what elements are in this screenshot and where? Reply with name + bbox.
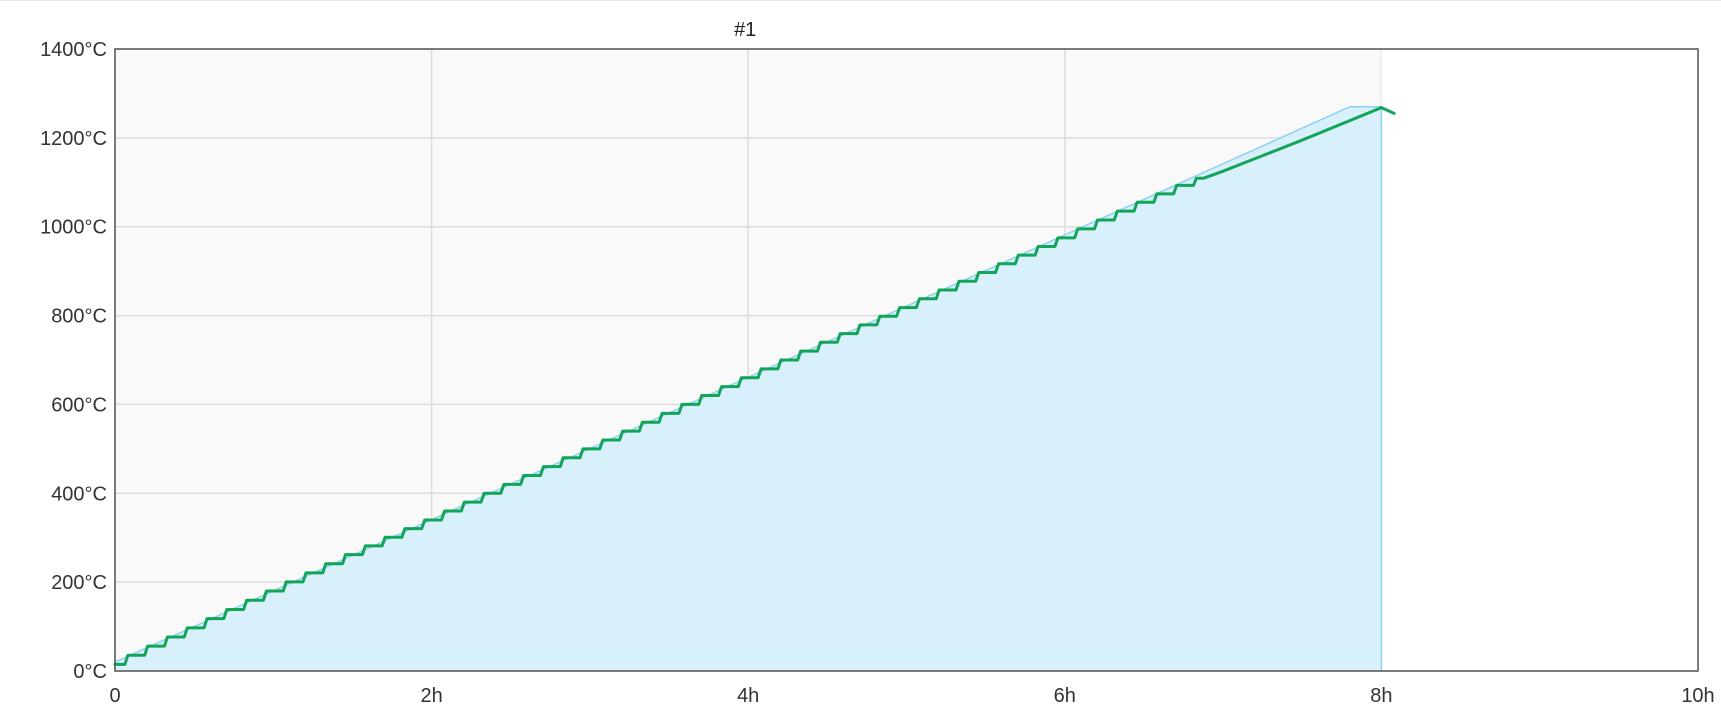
chart-title: #1 bbox=[734, 19, 756, 41]
x-tick-label: 10h bbox=[1681, 685, 1714, 707]
y-tick-label: 1400°C bbox=[40, 39, 107, 61]
x-tick-label: 4h bbox=[737, 685, 759, 707]
area-series-outline bbox=[114, 106, 1383, 671]
x-tick-label: 8h bbox=[1370, 685, 1392, 707]
shaded-region bbox=[1381, 49, 1698, 671]
area-series-fill bbox=[115, 106, 1382, 671]
y-tick-label: 1000°C bbox=[40, 217, 107, 239]
plot-frame bbox=[114, 48, 1699, 672]
series-layer bbox=[113, 106, 1396, 671]
top-divider bbox=[0, 0, 1721, 1]
measured-temperature-line bbox=[113, 106, 1396, 666]
y-tick-label: 0°C bbox=[73, 661, 107, 683]
x-tick-label: 6h bbox=[1054, 685, 1076, 707]
y-tick-label: 1200°C bbox=[40, 128, 107, 150]
y-tick-label: 800°C bbox=[51, 306, 107, 328]
x-tick-label: 2h bbox=[420, 685, 442, 707]
x-axis-ticks: 0 2h 4h 6h 8h 10h bbox=[109, 685, 1714, 707]
y-tick-label: 600°C bbox=[51, 394, 107, 416]
y-axis-ticks: 0°C 200°C 400°C 600°C 800°C 1000°C 1200°C 1400°… bbox=[40, 39, 107, 683]
y-tick-label: 200°C bbox=[51, 572, 107, 594]
x-tick-label: 0 bbox=[109, 685, 120, 707]
y-tick-label: 400°C bbox=[51, 483, 107, 505]
